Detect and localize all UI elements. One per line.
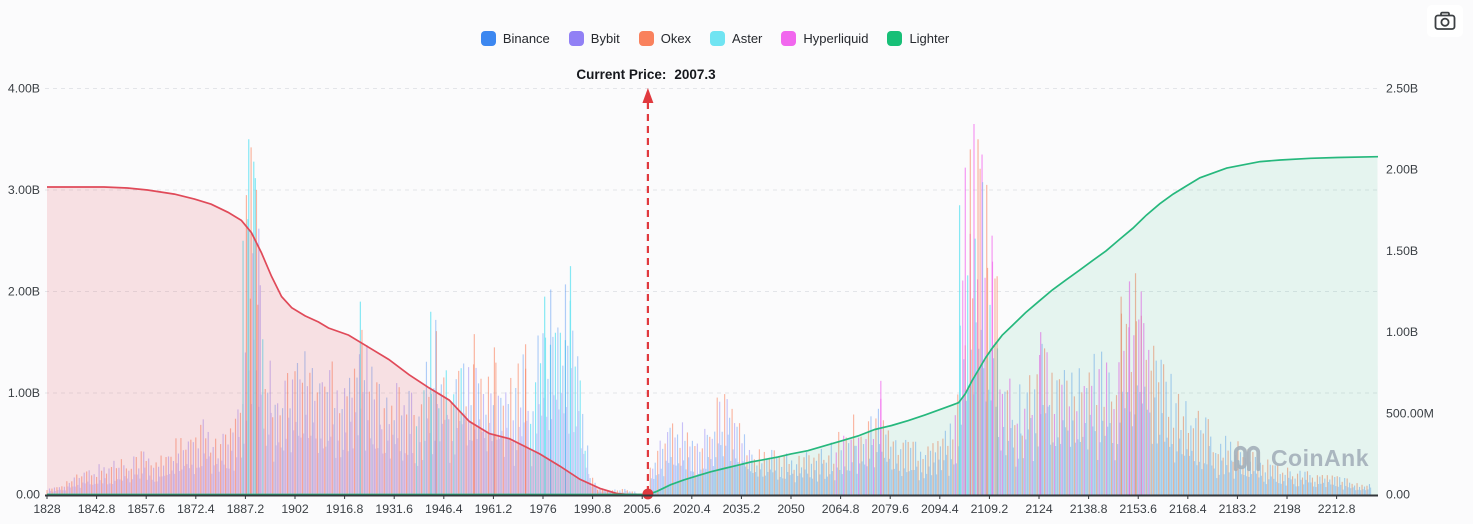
- camera-icon: [1434, 11, 1456, 30]
- legend-swatch-okex: [638, 31, 654, 46]
- svg-text:1961.2: 1961.2: [475, 502, 513, 516]
- svg-text:4.00B: 4.00B: [8, 82, 40, 96]
- svg-text:2035.2: 2035.2: [723, 502, 761, 516]
- svg-text:3.00B: 3.00B: [8, 183, 40, 197]
- current-price-label: Current Price: 2007.3: [576, 67, 715, 82]
- svg-text:1946.4: 1946.4: [425, 502, 463, 516]
- svg-text:1.00B: 1.00B: [8, 386, 40, 400]
- legend-swatch-bybit: [568, 31, 584, 46]
- svg-text:2094.4: 2094.4: [921, 502, 959, 516]
- legend-swatch-hyperliquid: [781, 31, 797, 46]
- legend-label: Bybit: [590, 31, 620, 46]
- svg-text:1842.8: 1842.8: [78, 502, 116, 516]
- legend-item-binance[interactable]: Binance: [480, 31, 550, 46]
- svg-text:1916.8: 1916.8: [326, 502, 364, 516]
- svg-text:1902: 1902: [281, 502, 309, 516]
- svg-text:2153.6: 2153.6: [1119, 502, 1157, 516]
- svg-text:2079.6: 2079.6: [871, 502, 909, 516]
- svg-text:2.00B: 2.00B: [1386, 163, 1418, 177]
- svg-text:1828: 1828: [33, 502, 61, 516]
- svg-text:1872.4: 1872.4: [177, 502, 215, 516]
- svg-text:2138.8: 2138.8: [1070, 502, 1108, 516]
- legend-label: Hyperliquid: [803, 31, 869, 46]
- current-price-value: 2007.3: [674, 67, 716, 82]
- svg-text:2005.6: 2005.6: [623, 502, 661, 516]
- svg-text:2168.4: 2168.4: [1169, 502, 1207, 516]
- legend-label: Okex: [660, 31, 692, 46]
- svg-text:2124: 2124: [1025, 502, 1053, 516]
- legend-label: Aster: [732, 31, 763, 46]
- svg-text:1857.6: 1857.6: [127, 502, 165, 516]
- svg-text:1887.2: 1887.2: [227, 502, 265, 516]
- legend-swatch-aster: [710, 31, 726, 46]
- legend-label: Lighter: [909, 31, 950, 46]
- legend-item-aster[interactable]: Aster: [710, 31, 762, 46]
- screenshot-button[interactable]: [1427, 5, 1463, 37]
- coinank-wordmark: CoinAnk: [1270, 444, 1369, 471]
- svg-text:0.00: 0.00: [1386, 488, 1410, 502]
- svg-text:0.00: 0.00: [16, 488, 40, 502]
- svg-text:1.00B: 1.00B: [1386, 325, 1418, 339]
- coinank-watermark: CoinAnk: [1231, 443, 1369, 473]
- svg-text:1976: 1976: [529, 502, 557, 516]
- svg-text:1.50B: 1.50B: [1386, 244, 1418, 258]
- svg-text:2183.2: 2183.2: [1219, 502, 1257, 516]
- svg-text:2.50B: 2.50B: [1386, 82, 1418, 96]
- legend-item-okex[interactable]: Okex: [638, 31, 692, 46]
- svg-text:2.00B: 2.00B: [8, 285, 40, 299]
- svg-text:2198: 2198: [1273, 502, 1301, 516]
- coinank-logo: [1233, 445, 1261, 472]
- svg-text:2020.4: 2020.4: [673, 502, 711, 516]
- svg-text:500.00M: 500.00M: [1386, 406, 1434, 420]
- legend-item-hyperliquid[interactable]: Hyperliquid: [781, 31, 868, 46]
- exchange-legend: Binance Bybit Okex Aster Hyperliquid Lighter: [0, 31, 1430, 46]
- svg-text:2050: 2050: [777, 502, 805, 516]
- legend-item-bybit[interactable]: Bybit: [568, 31, 620, 46]
- legend-label: Binance: [502, 31, 550, 46]
- legend-item-lighter[interactable]: Lighter: [887, 31, 949, 46]
- svg-text:1931.6: 1931.6: [375, 502, 413, 516]
- legend-swatch-lighter: [887, 31, 903, 46]
- current-price-text: Current Price:: [576, 67, 667, 82]
- legend-swatch-binance: [480, 31, 496, 46]
- svg-text:2064.8: 2064.8: [822, 502, 860, 516]
- svg-text:2109.2: 2109.2: [971, 502, 1009, 516]
- svg-text:2212.8: 2212.8: [1318, 502, 1356, 516]
- svg-text:1990.8: 1990.8: [574, 502, 612, 516]
